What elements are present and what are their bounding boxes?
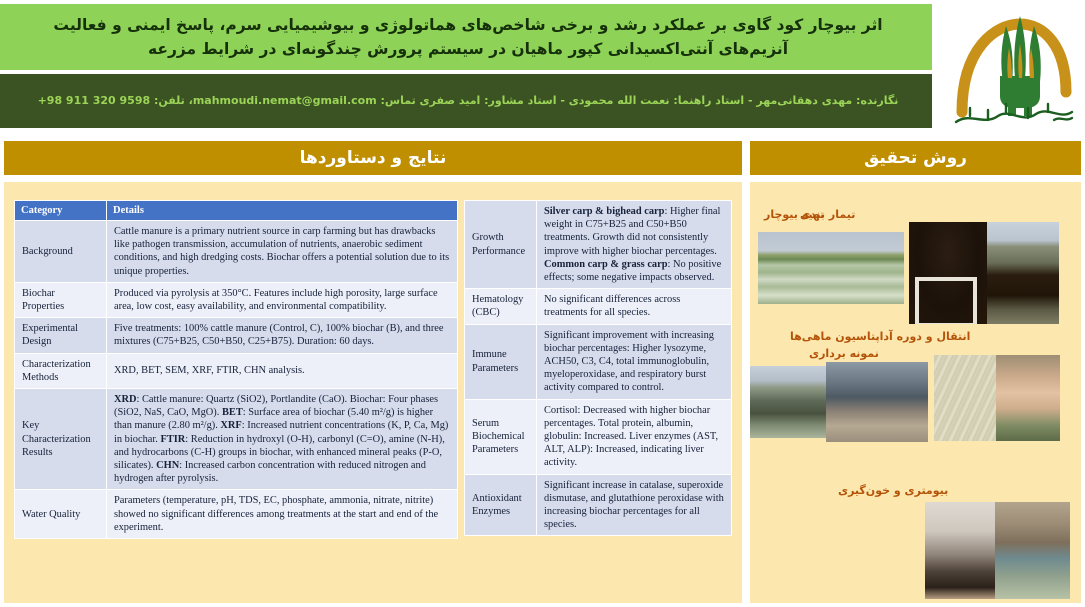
row-category: Background — [14, 220, 107, 283]
row-details: XRD, BET, SEM, XRF, FTIR, CHN analysis. — [106, 352, 458, 390]
table-row: Background Cattle manure is a primary nut… — [14, 220, 458, 283]
figure-sampling-lab — [826, 362, 928, 442]
row-details: Parameters (temperature, pH, TDS, EC, ph… — [106, 489, 458, 540]
tarbiat-modares-logo-icon — [936, 0, 1085, 132]
row-details: Significant increase in catalase, supero… — [536, 473, 732, 537]
table-row: Hematology (CBC) No significant differenc… — [464, 288, 732, 325]
table-right-body: Growth Performance Silver carp & bighead … — [464, 199, 732, 537]
column-header-details: Details — [106, 200, 458, 221]
column-header-category: Category — [14, 200, 107, 221]
figure-fish-in-hand — [996, 355, 1060, 441]
results-banner-label: نتایج و دستاوردها — [299, 148, 447, 168]
table-row: Characterization Methods XRD, BET, SEM, X… — [14, 352, 458, 390]
row-category: Antioxidant Enzymes — [464, 473, 537, 537]
row-category: Water Quality — [14, 489, 107, 540]
row-category: Immune Parameters — [464, 323, 537, 400]
results-table-right: Growth Performance Silver carp & bighead … — [464, 199, 732, 537]
figure-treatment-setup — [758, 232, 904, 304]
row-category: Hematology (CBC) — [464, 288, 537, 325]
figure-label-biometry-blood: بیومتری و خون‌گیری — [838, 484, 949, 497]
figure-pond-netting — [995, 502, 1070, 599]
details-label: CHN — [156, 460, 180, 472]
title-band: اثر بیوچار کود گاوی بر عملکرد رشد و برخی… — [4, 4, 932, 70]
row-details: Produced via pyrolysis at 350°C. Feature… — [106, 281, 458, 319]
table-row: Experimental Design Five treatments: 100%… — [14, 317, 458, 354]
figure-label-biochar-preparation: تهیه بیوچار — [764, 208, 825, 221]
figure-label-treatment-setup: تیمار بندی — [800, 208, 856, 221]
details-label: FTIR — [160, 433, 186, 445]
row-category: Experimental Design — [14, 317, 107, 354]
row-category: Serum Biochemical Parameters — [464, 398, 537, 475]
table-header-row: Category Details — [14, 200, 458, 221]
table-row: Serum Biochemical Parameters Cortisol: De… — [464, 398, 732, 475]
details-label: BET — [221, 407, 243, 419]
row-details: Cortisol: Decreased with higher biochar … — [536, 398, 732, 475]
figure-label-sampling: نمونه برداری — [809, 347, 879, 360]
details-label: XRF — [220, 420, 242, 432]
results-section-banner: نتایج و دستاوردها — [4, 141, 742, 175]
poster-title: اثر بیوچار کود گاوی بر عملکرد رشد و برخی… — [53, 16, 883, 58]
row-category: Key Characterization Results — [14, 388, 107, 491]
method-banner-label: روش تحقیق — [864, 148, 967, 168]
figure-fish-fry-tank — [934, 355, 996, 441]
row-details: No significant differences across treatm… — [536, 288, 732, 325]
poster-header: اثر بیوچار کود گاوی بر عملکرد رشد و برخی… — [0, 0, 1085, 132]
table-row: Immune Parameters Significant improvement… — [464, 323, 732, 400]
table-left-body: Background Cattle manure is a primary nut… — [14, 220, 458, 540]
authors-band: نگارنده: مهدی دهقانی‌مهر - استاد راهنما:… — [4, 74, 932, 128]
figure-biochar-preparation — [909, 222, 987, 324]
table-row: Growth Performance Silver carp & bighead … — [464, 199, 732, 290]
row-details: Cattle manure is a primary nutrient sour… — [106, 220, 458, 283]
table-row: Antioxidant Enzymes Significant increase … — [464, 473, 732, 537]
table-row: Biochar Properties Produced via pyrolysis… — [14, 281, 458, 319]
figure-sampling-field — [750, 366, 826, 438]
method-section-banner: روش تحقیق — [750, 141, 1081, 175]
university-logo — [936, 0, 1085, 132]
details-label: Common carp & grass carp — [544, 258, 668, 270]
header-accent-light — [0, 4, 5, 70]
table-row: Water Quality Parameters (temperature, pH… — [14, 489, 458, 540]
header-accent-dark — [0, 74, 5, 128]
row-details: Five treatments: 100% cattle manure (Con… — [106, 317, 458, 354]
authors-contact-line: نگارنده: مهدی دهقانی‌مهر - استاد راهنما:… — [37, 94, 899, 107]
row-details: Silver carp & bighead carp: Higher final… — [536, 199, 732, 290]
row-category: Biochar Properties — [14, 281, 107, 319]
details-label: XRD — [114, 394, 137, 406]
figure-blood-tube — [925, 502, 995, 599]
row-details: XRD: Cattle manure: Quartz (SiO2), Portl… — [106, 388, 458, 491]
row-details: Significant improvement with increasing … — [536, 323, 732, 400]
row-category: Growth Performance — [464, 199, 537, 290]
details-label: Silver carp & bighead carp — [544, 206, 665, 217]
figure-label-fish-transfer: انتقال و دوره آداپتاسیون ماهی‌ها — [790, 330, 971, 343]
results-table-left: Category Details Background Cattle manure… — [14, 200, 458, 540]
row-category: Characterization Methods — [14, 352, 107, 390]
table-row: Key Characterization Results XRD: Cattle … — [14, 388, 458, 491]
figure-biochar-plots — [987, 222, 1059, 324]
